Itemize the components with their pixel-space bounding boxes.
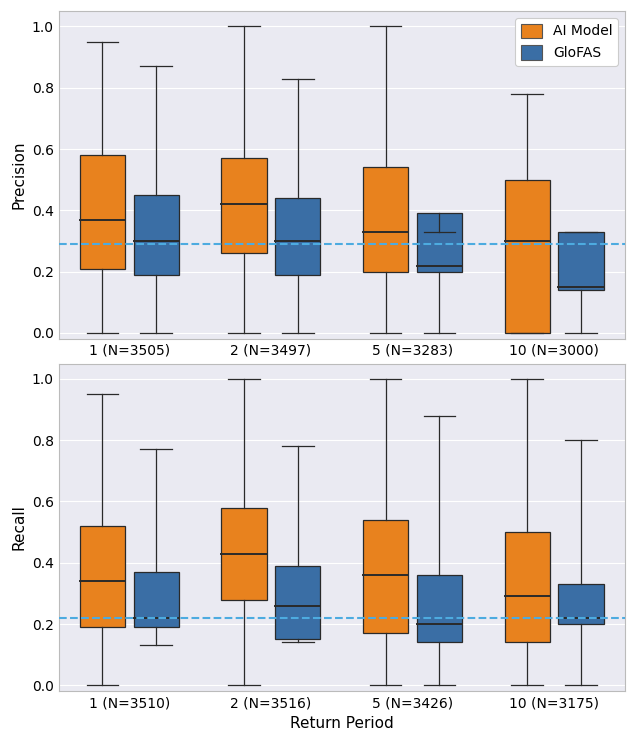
Bar xyxy=(221,158,266,253)
Bar xyxy=(80,155,125,269)
Bar xyxy=(363,520,408,633)
Bar xyxy=(80,526,125,627)
Y-axis label: Recall: Recall xyxy=(11,505,26,551)
Bar xyxy=(558,584,604,624)
Bar xyxy=(134,572,179,627)
Bar xyxy=(275,566,321,640)
Bar xyxy=(221,508,266,600)
Bar xyxy=(558,232,604,290)
Bar xyxy=(504,180,550,333)
Legend: AI Model, GloFAS: AI Model, GloFAS xyxy=(515,18,618,66)
Bar xyxy=(417,575,462,643)
Bar xyxy=(363,168,408,272)
Bar xyxy=(504,532,550,643)
Bar xyxy=(275,198,321,275)
Y-axis label: Precision: Precision xyxy=(11,141,26,209)
X-axis label: Return Period: Return Period xyxy=(290,716,394,731)
Bar xyxy=(417,214,462,272)
Bar xyxy=(134,195,179,275)
